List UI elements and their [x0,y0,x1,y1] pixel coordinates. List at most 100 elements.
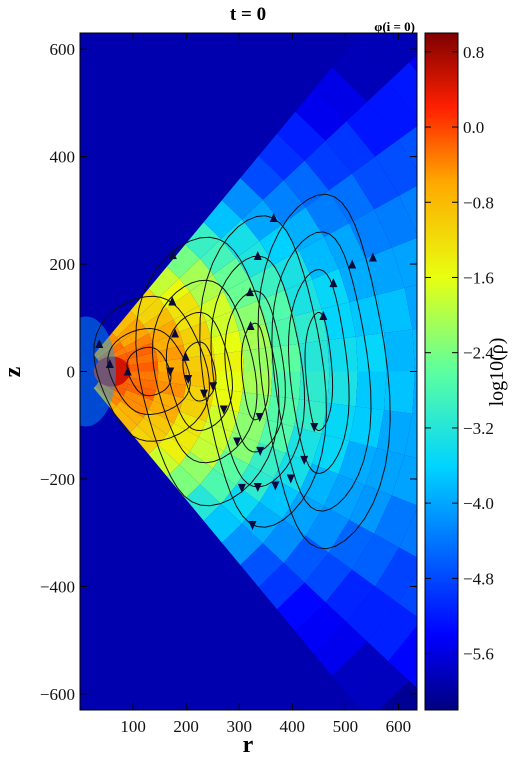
heatmap-cell [203,200,242,240]
heatmap-cell [270,343,301,372]
colorbar-tick-label: −0.8 [463,193,494,212]
heatmap-cell [498,484,514,548]
flow-arrow [310,423,319,433]
heatmap-cell [128,351,158,366]
heatmap-cell [223,432,260,465]
flow-arrow [233,437,242,447]
heatmap-cell [352,533,400,587]
x-tick-label: 500 [333,717,359,736]
heatmap-cell [391,455,417,506]
heatmap-cell [305,190,350,237]
heatmap-cell [324,223,366,269]
streamline [107,327,191,416]
heatmap-cell [338,440,378,485]
heatmap-cell [409,54,417,72]
flow-arrow [319,310,328,320]
streamline [210,255,306,488]
streamline [165,311,234,432]
heatmap-cell [399,509,417,558]
heatmap-cell [295,89,347,141]
heatmap-cell [129,361,159,372]
heatmap-cell [377,410,413,456]
heatmap-cell [352,156,400,210]
y-tick-label: 400 [50,148,76,167]
heatmap-cell [166,244,201,279]
heatmap-cell [327,371,358,407]
colorbar-tick-label: −5.6 [463,645,494,664]
heatmap-cell [123,333,153,354]
heatmap-cell [200,239,237,275]
heatmap-cell [312,268,350,310]
heatmap-cell [374,195,417,248]
colorbar-tick-label: −2.4 [463,344,494,363]
heatmap-cell [274,250,313,290]
heatmap-cell [266,395,300,427]
heatmap-cell [409,671,417,689]
heatmap-cell [242,371,273,396]
heatmap-cell [157,358,187,372]
flow-arrow [168,250,177,260]
heatmap-cell [375,547,417,604]
heatmap-cell [349,209,392,259]
flow-arrow [246,287,255,297]
colorbar-tick-label: −1.6 [463,268,494,287]
heatmap-cell [213,257,249,293]
heatmap-cell [130,288,159,318]
heatmap-cell [384,329,416,372]
heatmap-cell [232,412,267,443]
flow-arrow [253,483,262,493]
heatmap-cell [126,383,156,401]
flow-arrow [300,455,309,465]
x-tick-label: 200 [173,717,199,736]
streamline [257,193,391,550]
colorbar-tick-label: −3.2 [463,419,494,438]
heatmap-cell [299,371,330,403]
heatmap-cell [203,503,242,543]
heatmap-cell [166,291,199,320]
heatmap-cell [346,586,399,642]
heatmap-cell [148,319,180,343]
flow-arrow [255,412,264,422]
heatmap-cell [95,337,121,359]
heatmap-cell [97,381,124,401]
heatmap-cell [350,661,410,710]
y-tick-label: 200 [50,255,76,274]
heatmap-cell [262,180,306,225]
heatmap-cell [472,205,514,266]
heatmap-cell [157,371,187,385]
heatmap-cell [221,485,260,524]
streamline [182,341,217,402]
heatmap-cell [143,308,174,334]
flow-arrow [219,405,228,415]
heatmap-cell [179,258,214,292]
heatmap-cell [378,680,417,710]
heatmap-cell [304,140,353,191]
heatmap-cell [262,518,306,563]
heatmap-cell [95,384,121,406]
heatmap-cell [282,207,325,251]
heatmap-cell [325,121,376,174]
heatmap-cell [221,523,263,565]
heatmap-cell [277,582,326,632]
colorbar-tick-label: 0.0 [463,118,484,137]
heatmap-cell [398,573,417,617]
heatmap-cell [325,569,376,622]
heatmap-cell [285,426,322,464]
streamline [93,295,211,442]
flow-arrow [168,296,177,306]
flow-arrow [271,481,280,491]
heatmap-cell [327,336,358,372]
flow-arrow [184,374,193,384]
flow-arrow [105,359,114,369]
heatmap-cell [258,133,305,181]
velocity-streamlines [93,193,391,550]
streamline [304,311,334,432]
heatmap-cell [155,381,186,399]
heatmap-cell [375,139,417,196]
streamline [135,236,280,507]
y-axis-title: z [0,366,26,377]
heatmap-cell [241,199,283,241]
heatmap-cell [384,371,416,414]
streamline [151,279,258,464]
heatmap-cell [404,284,417,330]
